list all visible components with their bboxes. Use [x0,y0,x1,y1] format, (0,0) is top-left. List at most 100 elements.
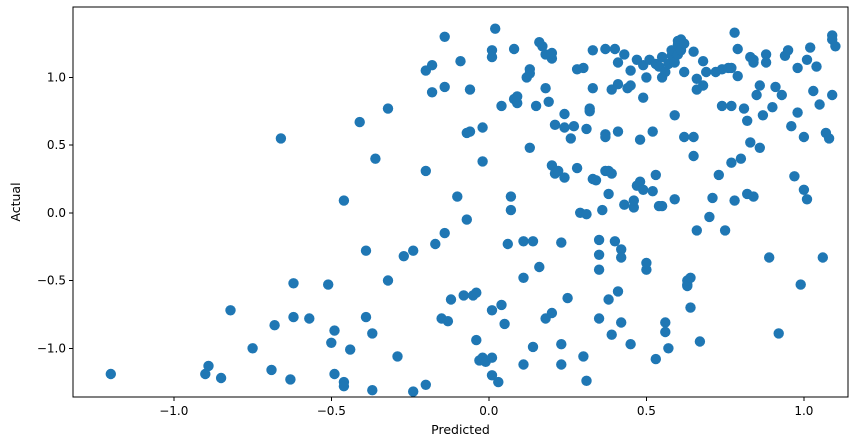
data-point [471,334,482,346]
data-point [612,286,624,297]
data-point [773,328,784,339]
data-point [367,385,378,396]
y-tick-label: −0.5 [37,274,66,288]
data-point [817,252,828,263]
data-point [398,251,409,262]
data-point [543,96,554,108]
data-point [360,311,372,323]
data-point [105,368,117,380]
data-point [647,126,658,137]
data-point [770,81,781,93]
data-point [726,62,737,74]
data-point [203,360,214,372]
x-tick-label: 1.0 [794,404,813,418]
data-point [464,126,476,137]
data-point [471,287,482,298]
data-point [697,80,709,91]
data-point [581,209,592,220]
data-point [496,299,507,311]
data-point [827,89,838,101]
data-point [445,294,457,305]
data-point [338,381,350,392]
data-point [823,133,835,144]
data-point [581,375,592,386]
data-point [760,57,772,68]
data-point [726,100,737,112]
data-point [420,165,431,177]
data-point [830,41,841,52]
data-point [540,83,551,94]
data-point [518,359,529,370]
data-point [801,54,813,65]
data-point [269,320,280,331]
data-point [442,316,454,327]
data-point [502,238,513,250]
data-point [559,122,570,133]
data-point [691,73,702,85]
data-point [593,313,605,324]
data-point [628,195,639,206]
data-point [660,66,671,78]
data-point [616,252,627,263]
y-tick-label: −1.0 [37,341,66,355]
data-point [694,336,706,347]
data-point [634,176,646,187]
data-point [392,351,403,362]
data-point [556,339,567,350]
data-point [382,103,394,114]
data-point [685,302,696,313]
data-point [556,359,567,370]
data-point [660,326,671,338]
data-point [647,186,658,197]
data-point [323,279,334,290]
data-point [707,192,718,204]
data-point [285,374,296,385]
data-point [408,245,419,256]
data-point [748,57,759,68]
data-point [549,119,561,130]
data-point [288,278,299,289]
data-point [638,92,649,103]
data-point [656,51,668,63]
data-point [587,45,598,56]
data-point [795,279,806,290]
data-point [612,126,624,137]
y-axis-label: Actual [8,182,23,221]
data-point [660,317,671,328]
data-point [559,172,570,183]
data-point [527,236,539,247]
data-point [553,165,564,177]
data-point [593,234,605,246]
data-point [556,237,567,248]
data-point [704,211,715,223]
data-point [798,184,810,195]
data-point [584,103,595,114]
data-point [603,294,614,305]
data-point [593,249,605,260]
data-point [524,142,535,153]
data-point [225,305,236,316]
data-point [430,238,441,250]
data-point [360,245,372,256]
data-point [559,108,570,120]
data-point [764,252,775,263]
data-point [786,121,797,132]
data-point [505,191,517,202]
data-point [616,317,627,328]
data-point [650,169,661,181]
x-tick-label: 0.0 [479,404,498,418]
data-point [338,195,350,206]
data-point [805,42,816,53]
data-point [713,169,724,181]
data-point [354,116,365,128]
data-point [486,51,498,63]
data-point [464,84,476,95]
data-point [656,200,668,212]
data-point [625,339,636,350]
y-tick-label: 1.0 [47,70,66,84]
data-point [578,62,589,74]
x-axis-label: Predicted [431,422,490,437]
data-point [792,62,803,74]
data-point [600,131,611,143]
x-tick-label: 0.5 [637,404,656,418]
